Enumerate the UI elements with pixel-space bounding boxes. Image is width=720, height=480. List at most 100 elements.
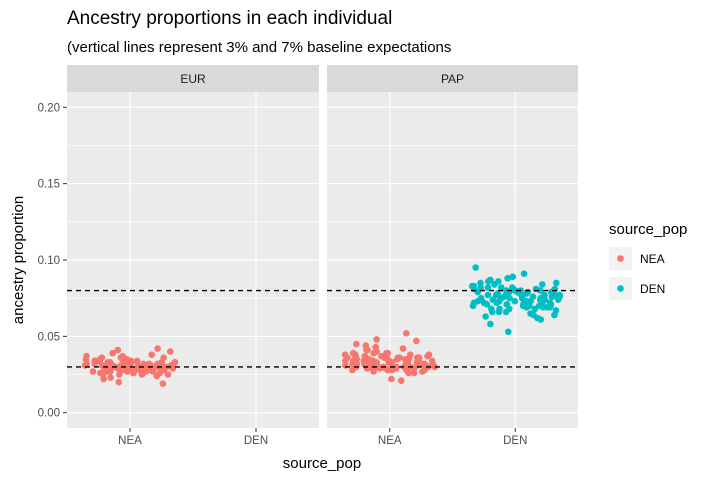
data-point-nea xyxy=(117,365,125,372)
data-point-den xyxy=(488,305,495,313)
data-point-nea xyxy=(372,343,380,351)
data-point-den xyxy=(538,299,546,307)
legend-label: DEN xyxy=(640,282,665,296)
x-tick-label: DEN xyxy=(503,435,527,447)
data-point-den xyxy=(491,281,498,288)
y-tick-label: 0.20 xyxy=(38,102,60,114)
data-point-nea xyxy=(115,378,123,386)
data-point-nea xyxy=(148,351,155,359)
chart-title: Ancestry proportions in each individual xyxy=(67,8,392,29)
data-point-den xyxy=(492,291,500,299)
data-point-nea xyxy=(385,357,393,365)
data-point-den xyxy=(556,293,563,301)
legend-key-nea xyxy=(617,255,624,262)
x-tick-label: NEA xyxy=(118,435,142,447)
legend: source_pop NEA DEN xyxy=(609,221,687,300)
data-point-den xyxy=(524,288,532,296)
data-point-nea xyxy=(164,371,172,378)
data-point-nea xyxy=(82,356,90,363)
facet-strip xyxy=(67,65,319,92)
data-point-den xyxy=(504,275,511,282)
facet-panels: EUR PAP xyxy=(67,65,578,428)
data-point-den xyxy=(482,313,489,320)
data-point-den xyxy=(530,311,537,319)
x-tick-label: DEN xyxy=(244,435,268,447)
data-point-den xyxy=(509,273,517,281)
data-point-nea xyxy=(421,366,428,374)
data-point-den xyxy=(484,291,492,299)
data-point-den xyxy=(536,287,544,294)
y-tick-label: 0.05 xyxy=(38,331,60,343)
data-point-den xyxy=(487,320,494,328)
data-point-nea xyxy=(388,366,396,374)
data-point-den xyxy=(470,285,478,293)
y-tick-label: 0.10 xyxy=(38,255,60,267)
legend-label: NEA xyxy=(640,252,665,266)
data-point-nea xyxy=(429,360,436,368)
data-point-nea xyxy=(410,369,418,377)
data-point-den xyxy=(548,293,556,301)
data-point-nea xyxy=(367,362,374,369)
data-point-den xyxy=(484,284,492,291)
data-point-nea xyxy=(342,362,349,369)
legend-key-den xyxy=(617,285,624,292)
data-point-nea xyxy=(167,348,174,355)
data-point-den xyxy=(539,281,546,288)
data-point-den xyxy=(537,316,544,323)
data-point-den xyxy=(511,287,519,294)
data-point-nea xyxy=(399,345,407,352)
data-point-den xyxy=(520,270,528,278)
facet-pap: PAP xyxy=(327,65,578,428)
chart-subtitle: (vertical lines represent 3% and 7% base… xyxy=(67,39,451,56)
data-point-nea xyxy=(404,359,412,366)
data-point-nea xyxy=(383,349,390,357)
data-point-nea xyxy=(413,337,420,345)
data-point-nea xyxy=(344,354,351,362)
data-point-den xyxy=(511,297,519,305)
data-point-nea xyxy=(128,359,135,366)
facet-eur: EUR xyxy=(67,65,319,428)
data-point-nea xyxy=(393,356,401,363)
y-tick-label: 0.15 xyxy=(38,179,60,191)
data-point-nea xyxy=(119,356,126,363)
data-point-nea xyxy=(89,368,97,375)
data-point-nea xyxy=(349,349,357,357)
data-point-den xyxy=(519,302,527,310)
data-point-nea xyxy=(126,366,133,374)
data-point-nea xyxy=(388,375,395,383)
data-point-nea xyxy=(154,345,161,352)
data-point-nea xyxy=(424,352,431,360)
data-point-den xyxy=(553,279,560,287)
data-point-nea xyxy=(353,340,360,348)
data-point-nea xyxy=(159,380,167,388)
data-point-nea xyxy=(353,362,360,369)
facet-strip-label: EUR xyxy=(180,72,206,86)
data-point-nea xyxy=(153,363,160,371)
data-point-den xyxy=(472,264,480,271)
data-point-den xyxy=(489,296,497,304)
data-point-nea xyxy=(107,374,114,381)
data-point-den xyxy=(498,284,505,291)
y-axis-title: ancestry proportion xyxy=(10,196,27,324)
data-point-den xyxy=(477,284,485,291)
data-point-nea xyxy=(133,365,140,372)
data-point-nea xyxy=(109,349,116,357)
data-point-nea xyxy=(407,351,414,359)
facet-strip-label: PAP xyxy=(441,72,464,86)
facet-strip xyxy=(327,65,578,92)
data-point-nea xyxy=(81,362,89,369)
data-point-den xyxy=(503,301,511,308)
data-point-nea xyxy=(415,354,422,362)
data-point-den xyxy=(506,294,513,302)
y-axis: 0.00 0.05 0.10 0.15 0.20 xyxy=(38,102,67,420)
data-point-den xyxy=(497,294,505,302)
x-tick-label: NEA xyxy=(378,435,402,447)
data-point-nea xyxy=(158,359,165,366)
data-point-den xyxy=(541,291,548,299)
x-axis-title: source_pop xyxy=(283,455,361,472)
data-point-nea xyxy=(107,368,114,375)
data-point-nea xyxy=(374,363,381,371)
data-point-den xyxy=(469,302,477,310)
data-point-den xyxy=(527,297,534,305)
